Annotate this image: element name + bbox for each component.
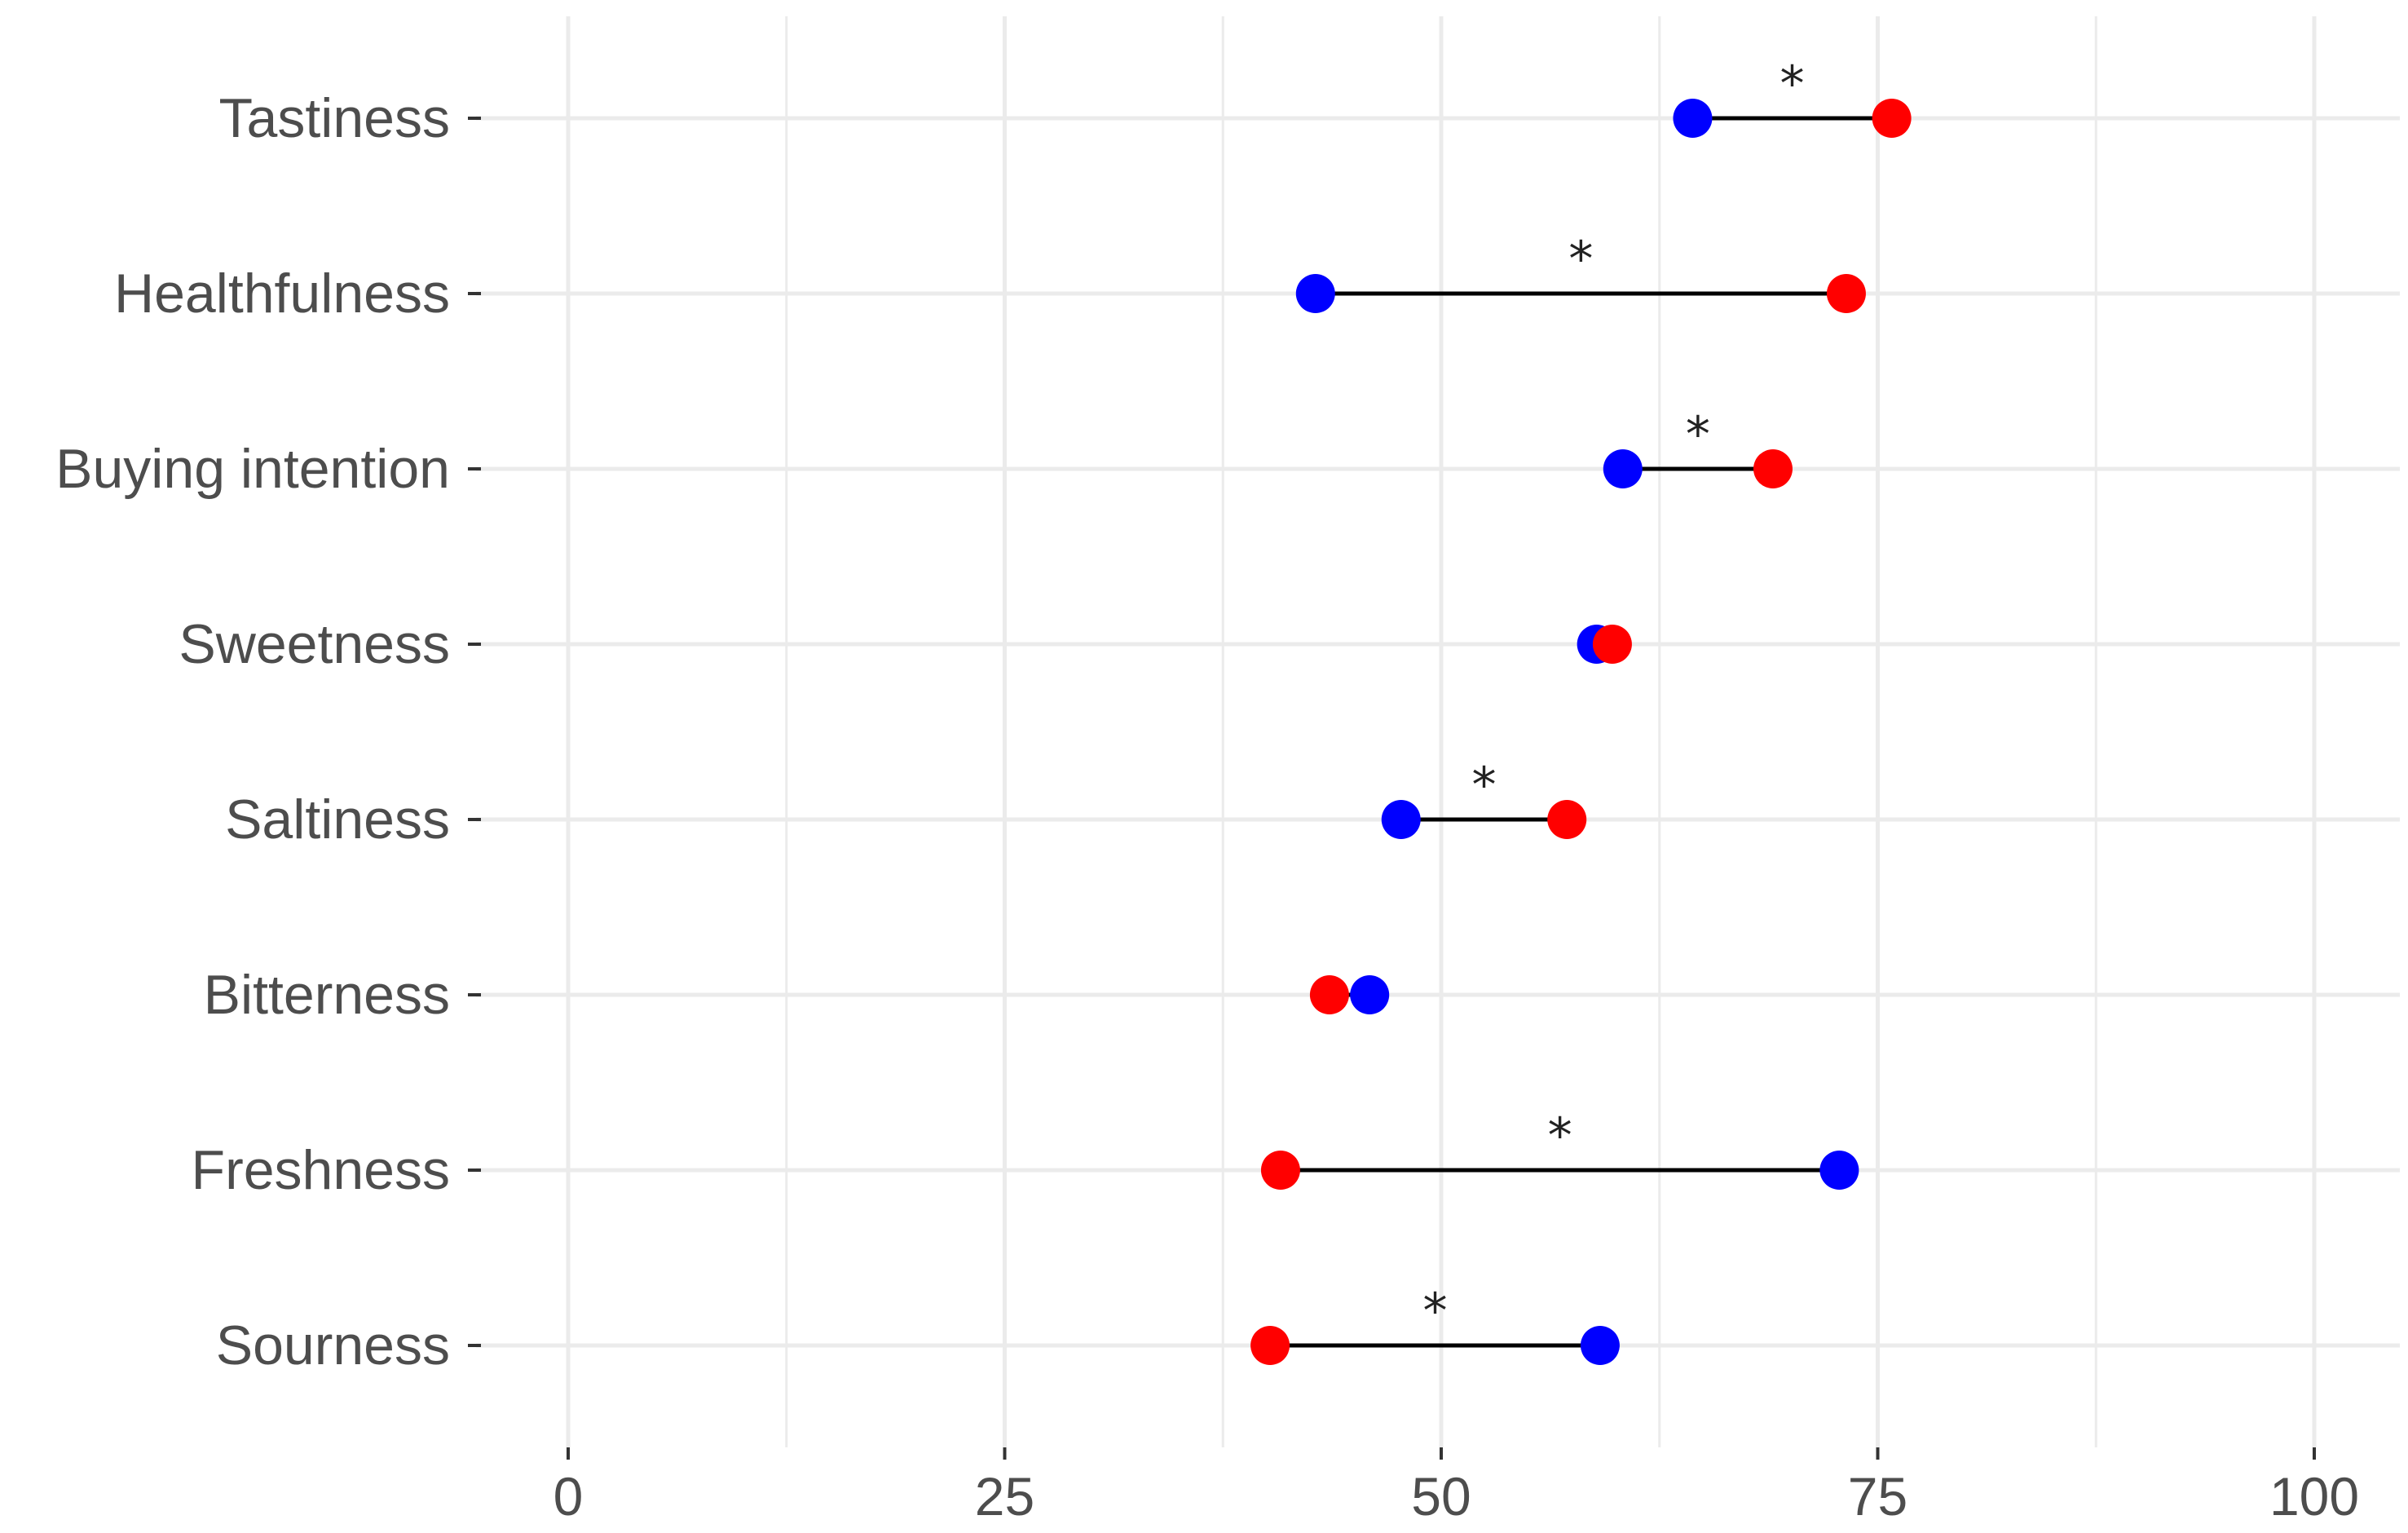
category-label: Healthfulness [114,263,450,325]
blue-point [1381,800,1421,839]
category-label: Buying intention [55,438,450,500]
significance-star: * [1548,1107,1572,1164]
blue-point [1673,99,1713,138]
significance-star: * [1780,55,1805,113]
red-point [1547,800,1587,839]
red-point [1250,1326,1290,1365]
y-axis: Tastiness Healthfulness Buying intention Sw… [55,87,481,1376]
significance-star: * [1471,757,1496,814]
x-tick-label: 0 [553,1466,584,1526]
major-gridlines [476,16,2400,1447]
minor-gridlines [785,16,2097,1447]
data-points [1250,99,1912,1365]
x-axis: 0 25 50 75 100 [553,1447,2359,1526]
x-tick-label: 75 [1848,1466,1907,1526]
dumbbell-segments [1270,116,1892,1348]
significance-markers: * * * * * * [1423,55,1805,1340]
red-point [1753,449,1793,488]
x-tick-label: 100 [2269,1466,2359,1526]
blue-point [1603,449,1643,488]
x-tick-label: 50 [1411,1466,1471,1526]
category-label: Bitterness [204,964,450,1026]
red-point [1309,975,1349,1014]
category-label: Tastiness [219,87,450,149]
red-point [1592,625,1632,664]
category-label: Sourness [216,1314,450,1376]
blue-point [1350,975,1390,1014]
significance-star: * [1686,406,1710,463]
blue-point [1819,1151,1859,1190]
significance-star: * [1568,231,1593,288]
category-label: Freshness [192,1139,450,1201]
significance-star: * [1423,1283,1448,1340]
category-label: Saltiness [225,789,450,850]
red-point [1872,99,1912,138]
blue-point [1580,1326,1620,1365]
red-point [1260,1151,1300,1190]
category-label: Sweetness [179,613,450,675]
red-point [1826,274,1866,313]
x-tick-label: 25 [975,1466,1034,1526]
blue-point [1295,274,1335,313]
